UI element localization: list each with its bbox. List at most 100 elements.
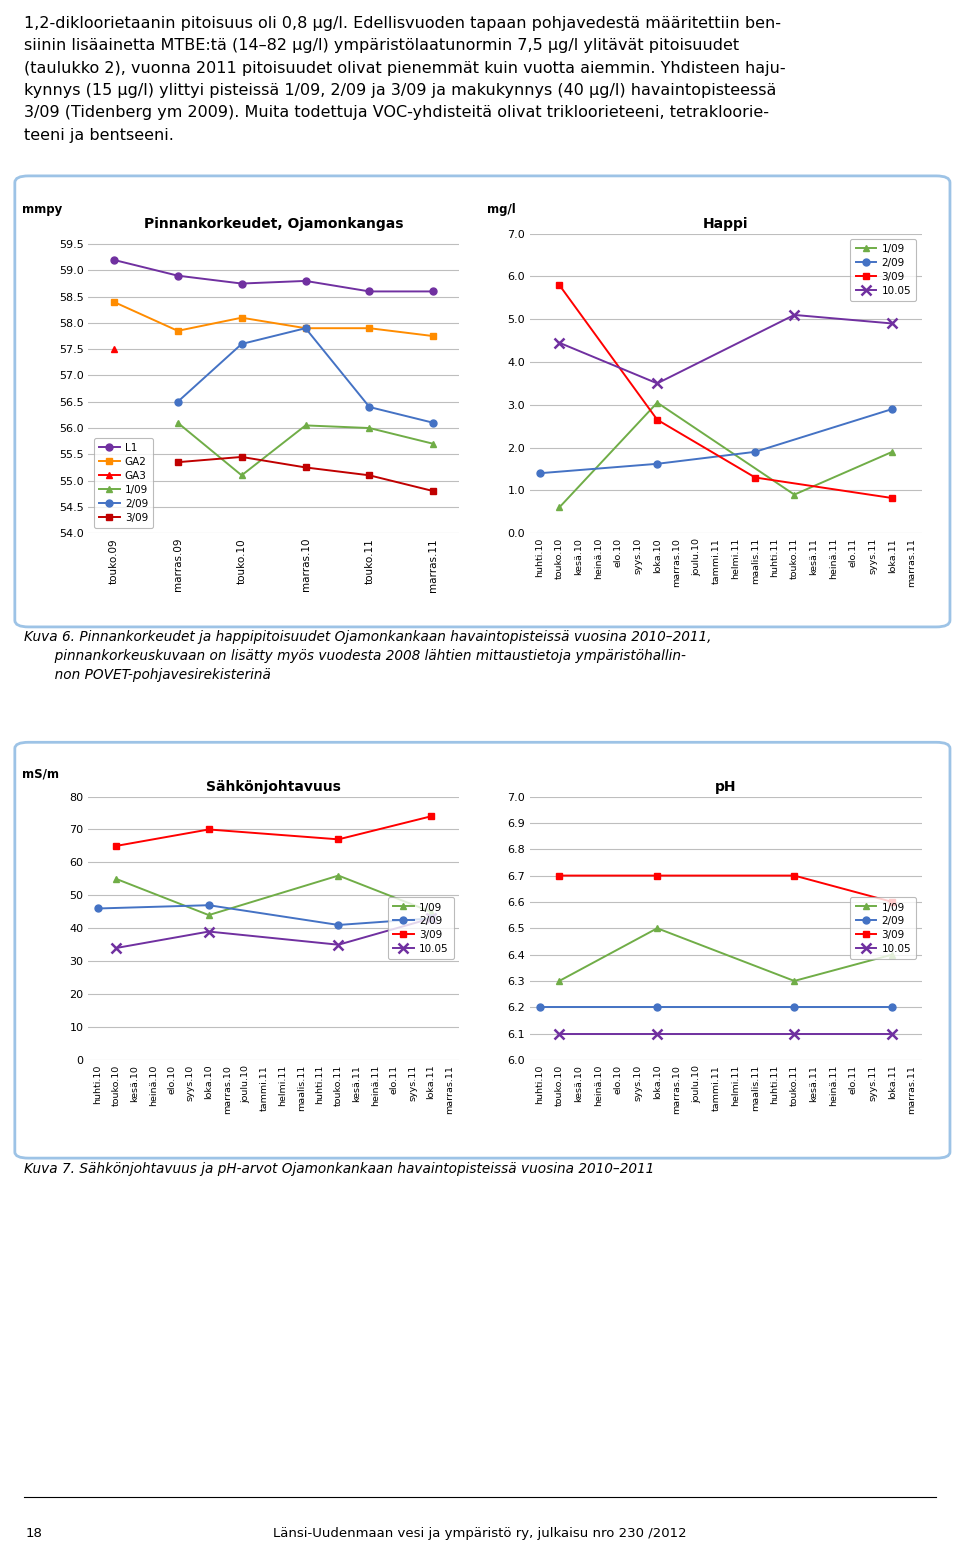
2/09	[333, 916, 345, 935]
1/09	[427, 434, 439, 453]
3/09	[652, 866, 663, 884]
2/09	[427, 414, 439, 433]
Line: 10.05: 10.05	[111, 914, 436, 953]
3/09	[110, 837, 122, 856]
GA2	[108, 293, 120, 312]
3/09	[172, 453, 183, 472]
L1	[172, 267, 183, 285]
Line: 2/09: 2/09	[537, 1004, 896, 1011]
Line: GA2: GA2	[110, 298, 437, 340]
L1	[427, 282, 439, 301]
Line: 1/09: 1/09	[175, 419, 437, 478]
Line: 2/09: 2/09	[94, 902, 435, 928]
Text: mg/l: mg/l	[487, 202, 516, 216]
Text: Länsi-Uudenmaan vesi ja ympäristö ry, julkaisu nro 230 /2012: Länsi-Uudenmaan vesi ja ympäristö ry, ju…	[274, 1527, 686, 1540]
3/09	[300, 458, 311, 477]
1/09	[364, 419, 375, 437]
1/09	[236, 466, 248, 485]
1/09	[886, 442, 898, 461]
Line: 3/09: 3/09	[556, 282, 896, 502]
L1	[364, 282, 375, 301]
Title: Happi: Happi	[703, 216, 749, 230]
Legend: L1, GA2, GA3, 1/09, 2/09, 3/09: L1, GA2, GA3, 1/09, 2/09, 3/09	[93, 437, 154, 528]
Line: 3/09: 3/09	[556, 872, 896, 905]
1/09	[554, 499, 565, 517]
GA2	[300, 318, 311, 337]
L1	[108, 251, 120, 270]
3/09	[203, 820, 214, 839]
1/09	[886, 946, 898, 964]
3/09	[333, 829, 345, 848]
2/09	[534, 997, 545, 1016]
Legend: 1/09, 2/09, 3/09, 10.05: 1/09, 2/09, 3/09, 10.05	[388, 897, 454, 960]
Text: 18: 18	[26, 1527, 43, 1540]
Title: Sähkönjohtavuus: Sähkönjohtavuus	[206, 779, 341, 793]
3/09	[364, 466, 375, 485]
Text: Kuva 6. Pinnankorkeudet ja happipitoisuudet Ojamonkankaan havaintopisteissä vuos: Kuva 6. Pinnankorkeudet ja happipitoisuu…	[24, 630, 711, 682]
Text: Kuva 7. Sähkönjohtavuus ja pH-arvot Ojamonkankaan havaintopisteissä vuosina 2010: Kuva 7. Sähkönjohtavuus ja pH-arvot Ojam…	[24, 1162, 655, 1176]
Line: 1/09: 1/09	[112, 872, 435, 919]
1/09	[652, 394, 663, 412]
GA2	[236, 309, 248, 328]
Line: 3/09: 3/09	[175, 453, 437, 494]
Legend: 1/09, 2/09, 3/09, 10.05: 1/09, 2/09, 3/09, 10.05	[851, 897, 917, 960]
Line: 1/09: 1/09	[556, 400, 896, 511]
2/09	[788, 997, 800, 1016]
L1	[300, 271, 311, 290]
Text: mS/m: mS/m	[22, 768, 59, 781]
2/09	[300, 318, 311, 337]
3/09	[886, 892, 898, 911]
Line: 10.05: 10.05	[555, 310, 897, 389]
3/09	[750, 469, 761, 488]
2/09	[172, 392, 183, 411]
1/09	[203, 906, 214, 925]
2/09	[886, 997, 898, 1016]
3/09	[427, 481, 439, 500]
2/09	[886, 400, 898, 419]
2/09	[652, 455, 663, 474]
Line: L1: L1	[110, 257, 437, 295]
1/09	[554, 972, 565, 991]
GA2	[427, 326, 439, 345]
1/09	[652, 919, 663, 938]
10.05	[886, 314, 898, 332]
Line: 2/09: 2/09	[537, 406, 896, 477]
1/09	[300, 416, 311, 434]
3/09	[236, 447, 248, 466]
Line: 1/09: 1/09	[556, 925, 896, 985]
1/09	[333, 866, 345, 884]
2/09	[92, 898, 104, 917]
2/09	[203, 895, 214, 914]
10.05	[554, 334, 565, 353]
2/09	[534, 464, 545, 483]
FancyBboxPatch shape	[14, 742, 950, 1159]
1/09	[425, 902, 437, 920]
2/09	[652, 997, 663, 1016]
3/09	[886, 489, 898, 508]
GA2	[364, 318, 375, 337]
Line: 3/09: 3/09	[112, 812, 435, 850]
10.05	[788, 306, 800, 325]
3/09	[425, 808, 437, 826]
Title: pH: pH	[715, 779, 736, 793]
2/09	[236, 334, 248, 353]
Line: 2/09: 2/09	[175, 325, 437, 426]
Line: 10.05: 10.05	[555, 1029, 897, 1038]
10.05	[425, 909, 437, 928]
2/09	[364, 398, 375, 417]
GA2	[172, 321, 183, 340]
1/09	[788, 485, 800, 503]
1/09	[172, 414, 183, 433]
1/09	[110, 869, 122, 887]
10.05	[788, 1024, 800, 1043]
Title: Pinnankorkeudet, Ojamonkangas: Pinnankorkeudet, Ojamonkangas	[144, 216, 403, 230]
FancyBboxPatch shape	[14, 176, 950, 627]
3/09	[554, 276, 565, 295]
10.05	[652, 375, 663, 394]
10.05	[554, 1024, 565, 1043]
3/09	[652, 411, 663, 430]
3/09	[554, 866, 565, 884]
10.05	[652, 1024, 663, 1043]
10.05	[203, 922, 214, 941]
L1	[236, 274, 248, 293]
